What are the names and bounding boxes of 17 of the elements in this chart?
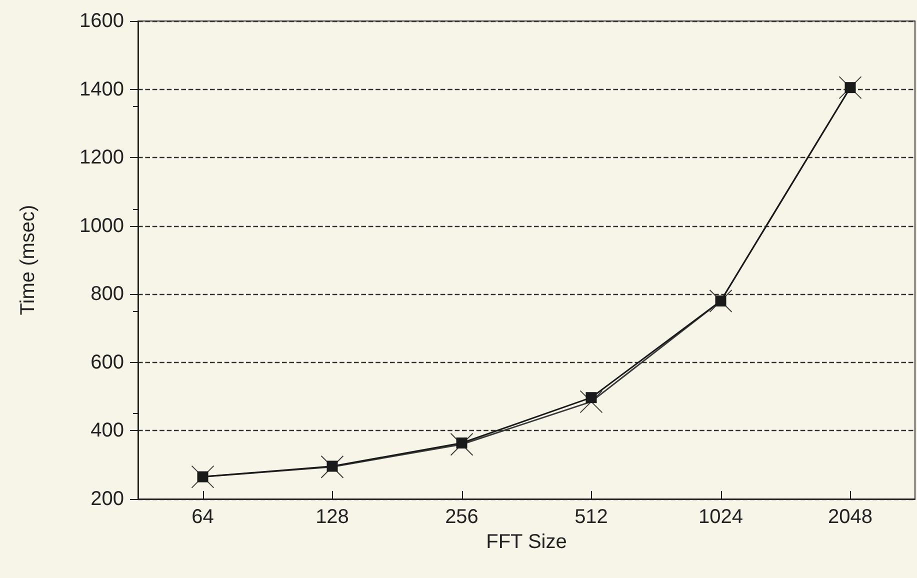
x-tick-label: 256 — [445, 506, 478, 528]
x-tick-label: 2048 — [828, 506, 872, 528]
x-tick-label: 64 — [192, 506, 214, 528]
x-tick-label: 512 — [574, 506, 608, 528]
y-tick-label: 1200 — [80, 146, 124, 169]
point — [450, 432, 474, 456]
x-tick-label: 1024 — [698, 506, 743, 528]
y-tick-label: 1600 — [80, 10, 124, 32]
y-tick-label: 400 — [90, 420, 124, 442]
y-tick-label: 1400 — [80, 78, 124, 100]
y-tick-label: 1000 — [80, 214, 124, 237]
x-tick-label: 128 — [316, 506, 349, 528]
y-axis-title: Time (msec) — [17, 204, 39, 316]
y-tick-label: 600 — [90, 351, 124, 374]
x-axis-title: FFT Size — [486, 530, 567, 553]
y-tick-label: 800 — [90, 283, 124, 306]
y-tick-label: 200 — [90, 488, 124, 510]
